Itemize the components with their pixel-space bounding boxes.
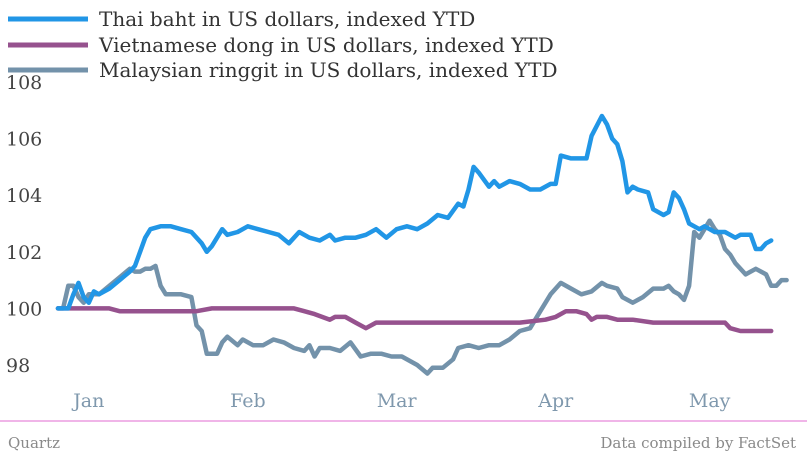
y-tick-label-100: 100 — [6, 298, 42, 320]
x-tick-label-apr: Apr — [537, 390, 574, 412]
series-line-thai-baht — [55, 113, 774, 311]
legend-item-vietnamese-dong: Vietnamese dong in US dollars, indexed Y… — [8, 33, 554, 57]
footer-source-left: Quartz — [8, 434, 60, 452]
legend-label-malaysian-ringgit: Malaysian ringgit in US dollars, indexed… — [99, 58, 558, 82]
y-tick-label-108: 108 — [6, 72, 42, 94]
legend: Thai baht in US dollars, indexed YTD Vie… — [8, 7, 558, 82]
x-tick-label-mar: Mar — [377, 390, 418, 412]
x-tick-label-may: May — [689, 390, 731, 412]
legend-label-vietnamese-dong: Vietnamese dong in US dollars, indexed Y… — [98, 33, 554, 57]
legend-item-thai-baht: Thai baht in US dollars, indexed YTD — [8, 7, 475, 31]
x-tick-label-jan: Jan — [71, 390, 104, 412]
footer-source-right: Data compiled by FactSet — [600, 434, 796, 452]
y-axis-ticks: 98 100 102 104 106 108 — [6, 72, 42, 377]
legend-label-thai-baht: Thai baht in US dollars, indexed YTD — [99, 7, 475, 31]
y-tick-label-104: 104 — [6, 185, 42, 207]
legend-item-malaysian-ringgit: Malaysian ringgit in US dollars, indexed… — [8, 58, 558, 82]
x-tick-label-feb: Feb — [230, 390, 266, 412]
series-lines — [55, 113, 789, 376]
y-tick-label-98: 98 — [6, 355, 30, 377]
series-line-vietnamese-dong — [55, 306, 774, 334]
x-axis-month-labels: Jan Feb Mar Apr May — [71, 390, 730, 412]
y-tick-label-106: 106 — [6, 129, 42, 151]
y-tick-label-102: 102 — [6, 242, 42, 264]
series-line-malaysian-ringgit — [55, 218, 789, 376]
